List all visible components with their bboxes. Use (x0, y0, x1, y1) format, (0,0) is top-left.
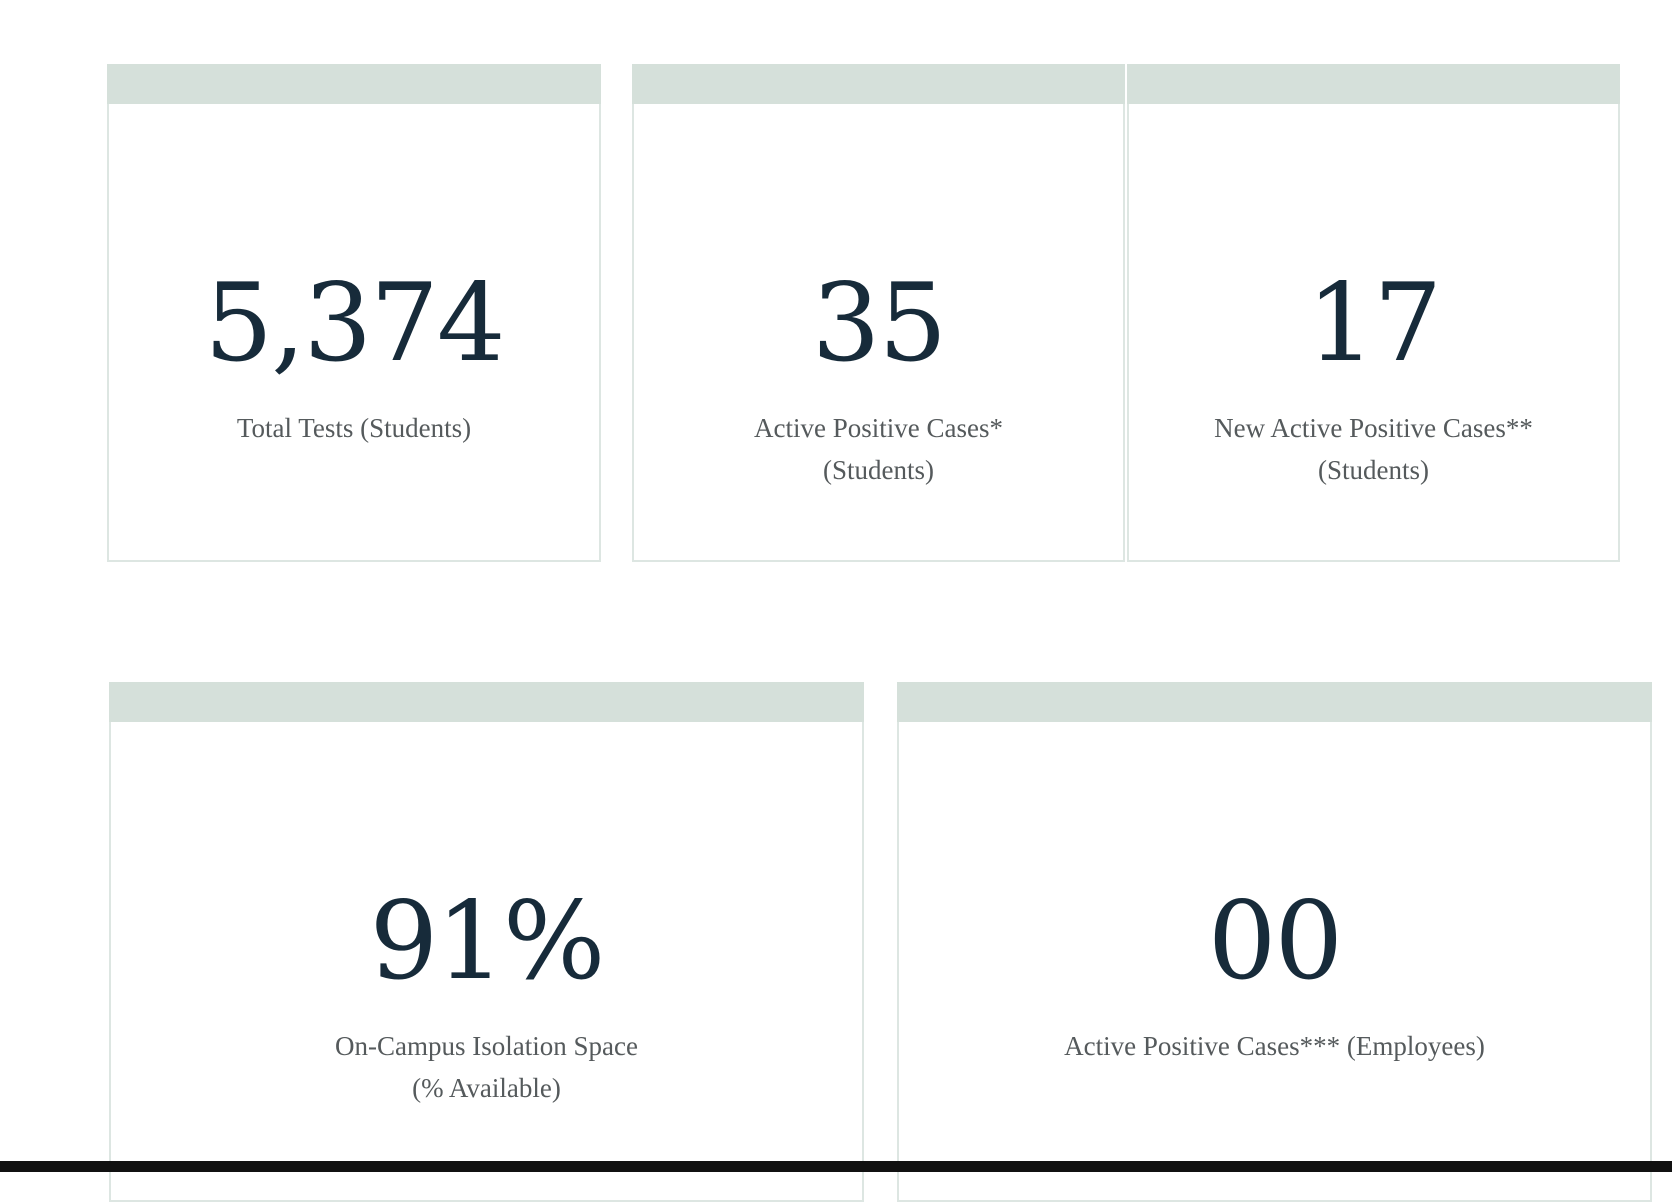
stat-value: 35 (811, 261, 947, 386)
stat-label: On-Campus Isolation Space (% Available) (111, 1025, 862, 1109)
stat-value: 00 (1207, 879, 1343, 1004)
stat-card-isolation-space: 91% On-Campus Isolation Space (% Availab… (109, 682, 864, 1202)
stat-card-active-positive-employees: 00 Active Positive Cases*** (Employees) (897, 682, 1652, 1202)
card-header (1127, 64, 1620, 104)
stat-label-line: Total Tests (Students) (236, 413, 472, 443)
stat-label-line: (Students) (1318, 455, 1429, 485)
card-header (632, 64, 1125, 104)
card-header (107, 64, 601, 104)
stat-card-total-tests: 5,374 Total Tests (Students) (107, 64, 601, 562)
card-header (109, 682, 864, 722)
stat-label-line: New Active Positive Cases** (1214, 413, 1533, 443)
stat-label: Total Tests (Students) (109, 407, 599, 449)
window-bottom-edge (0, 1161, 1672, 1172)
stat-card-new-active-positive-students: 17 New Active Positive Cases** (Students… (1127, 64, 1620, 562)
stat-label-line: Active Positive Cases* (754, 413, 1003, 443)
stat-label: Active Positive Cases*** (Employees) (899, 1025, 1650, 1067)
stat-value: 91% (369, 879, 605, 1004)
stat-card-active-positive-students: 35 Active Positive Cases* (Students) (632, 64, 1125, 562)
card-header (897, 682, 1652, 722)
stat-label: Active Positive Cases* (Students) (634, 407, 1123, 491)
stat-label-line: On-Campus Isolation Space (335, 1031, 638, 1061)
stat-label: New Active Positive Cases** (Students) (1129, 407, 1618, 491)
stat-value: 5,374 (204, 261, 505, 386)
stat-label-line: (% Available) (412, 1073, 561, 1103)
stat-label-line: (Students) (823, 455, 934, 485)
stat-value: 17 (1306, 261, 1442, 386)
stat-label-line: Active Positive Cases*** (Employees) (1064, 1031, 1485, 1061)
